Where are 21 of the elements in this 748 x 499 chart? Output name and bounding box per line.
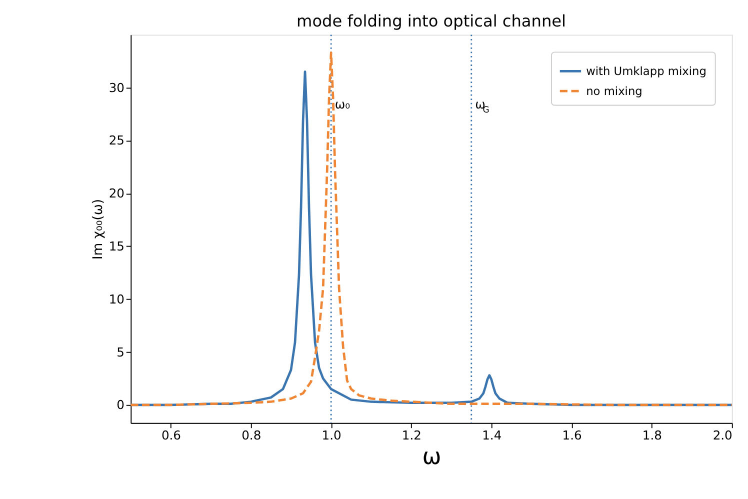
x-tick-label: 1.8 (642, 428, 662, 442)
chart-title: mode folding into optical channel (296, 11, 566, 30)
x-tick-label: 0.6 (161, 428, 182, 442)
y-axis-title: Im χ₀₀(ω) (91, 198, 106, 260)
x-tick-label: 1.0 (322, 428, 342, 442)
x-tick-label: 2.0 (712, 428, 732, 442)
x-tick-label: 1.4 (482, 428, 502, 442)
legend-label: no mixing (586, 84, 642, 98)
y-tick-label: 0 (116, 398, 125, 412)
y-tick-label: 10 (108, 292, 125, 306)
y-tick-label: 5 (116, 345, 125, 360)
y-tick-label: 25 (108, 134, 125, 148)
y-tick-label: 15 (108, 240, 125, 254)
y-tick-label: 30 (108, 80, 125, 95)
x-tick-label: 1.2 (402, 428, 422, 442)
x-tick-label: 1.6 (562, 428, 582, 442)
x-axis-title: ω (422, 444, 442, 470)
legend-label: with Umklapp mixing (586, 64, 706, 78)
y-tick-label: 20 (108, 186, 125, 201)
ref-line-label: ω₀ (334, 98, 350, 112)
x-tick-label: 0.8 (242, 428, 262, 442)
